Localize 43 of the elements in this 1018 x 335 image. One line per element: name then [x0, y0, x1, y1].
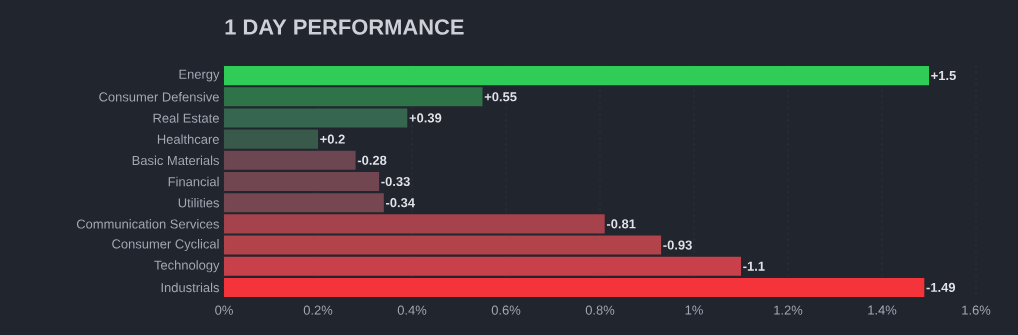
x-tick-label: 0.8% — [585, 305, 615, 315]
bar — [224, 277, 925, 297]
data-label: +1.5 — [931, 71, 956, 81]
bar — [224, 87, 483, 107]
x-tick-label: 0.6% — [491, 305, 521, 315]
bar — [224, 66, 930, 86]
data-label: -0.93 — [663, 240, 692, 250]
y-tick-label: Technology — [154, 260, 220, 273]
bar — [224, 108, 408, 128]
y-tick-label: Real Estate — [153, 113, 219, 123]
y-tick-label: Industrials — [161, 282, 220, 293]
y-tick-label: Consumer Cyclical — [112, 239, 219, 252]
data-label: -0.33 — [381, 176, 410, 187]
data-label: -0.81 — [606, 219, 636, 229]
y-tick-label: Healthcare — [157, 134, 219, 144]
data-label: -1.1 — [743, 261, 765, 271]
data-label: +0.2 — [320, 134, 345, 144]
y-tick-label: Utilities — [178, 197, 220, 208]
y-tick-label: Consumer Defensive — [99, 92, 219, 102]
bar — [224, 129, 319, 149]
data-label: -1.49 — [926, 282, 956, 292]
x-tick-label: 0.2% — [303, 305, 333, 315]
x-tick-label: 1.6% — [962, 305, 991, 315]
bar — [224, 256, 742, 276]
bar — [224, 214, 605, 234]
x-tick-label: 1.4% — [868, 305, 897, 315]
data-label: -0.34 — [386, 198, 415, 208]
x-tick-label: 0.4% — [397, 305, 427, 315]
x-tick-label: 1.2% — [774, 305, 803, 315]
data-label: +0.39 — [409, 113, 442, 123]
y-tick-label: Basic Materials — [132, 155, 219, 166]
y-tick-label: Energy — [179, 69, 220, 82]
chart-title: 1 DAY PERFORMANCE — [225, 19, 464, 35]
data-label: -0.28 — [357, 155, 387, 165]
bar — [224, 150, 356, 170]
bar — [224, 235, 662, 255]
y-tick-label: Communication Services — [76, 219, 219, 229]
bar — [224, 193, 384, 213]
y-tick-label: Financial — [168, 176, 219, 187]
bar — [224, 171, 380, 192]
x-tick-label: 0% — [215, 305, 233, 315]
data-label: +0.55 — [484, 92, 517, 102]
x-tick-label: 1% — [685, 305, 703, 315]
